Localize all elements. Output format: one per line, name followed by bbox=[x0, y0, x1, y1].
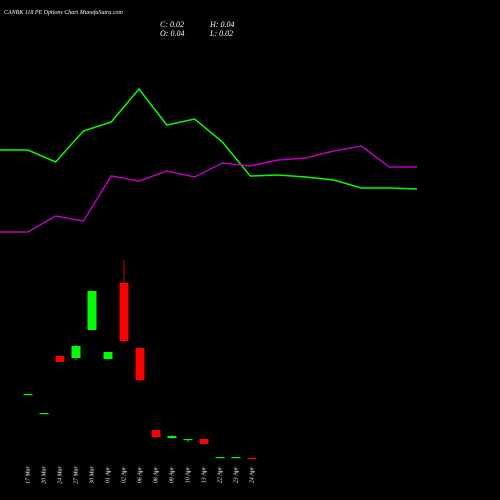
x-tick-label: 02 Apr bbox=[121, 466, 127, 483]
candle-body bbox=[39, 413, 49, 415]
chart-title: CANBK 118 PE Options Chart MunafaSutra.c… bbox=[4, 9, 124, 16]
candle-body bbox=[183, 439, 193, 441]
ohlc-label: C: 0.02 bbox=[160, 20, 184, 29]
x-tick-label: 22 Apr bbox=[217, 466, 223, 483]
candle-body bbox=[23, 394, 33, 396]
x-tick-label: 10 Apr bbox=[185, 466, 191, 483]
x-tick-label: 13 Apr bbox=[201, 466, 207, 483]
ohlc-label: H: 0.04 bbox=[209, 20, 234, 29]
x-tick-label: 27 Mar bbox=[73, 465, 79, 483]
x-tick-label: 08 Apr bbox=[153, 466, 159, 483]
candle-body bbox=[247, 458, 257, 460]
candle-body bbox=[231, 457, 241, 459]
x-tick-label: 30 Mar bbox=[89, 465, 95, 484]
candle-body bbox=[119, 283, 129, 341]
x-tick-label: 09 Apr bbox=[169, 466, 175, 483]
ohlc-label: L: 0.02 bbox=[209, 29, 233, 38]
candle-body bbox=[199, 439, 209, 444]
x-tick-label: 17 Mar bbox=[25, 465, 31, 483]
x-tick-label: 20 Mar bbox=[41, 465, 47, 483]
candle-body bbox=[151, 430, 161, 437]
indicator-line bbox=[0, 87, 418, 190]
candle-body bbox=[87, 291, 97, 330]
candle-body bbox=[103, 352, 113, 359]
x-tick-label: 24 Apr bbox=[248, 466, 255, 483]
x-tick-label: 23 Apr bbox=[233, 466, 239, 483]
candle-body bbox=[167, 436, 177, 438]
candle-body bbox=[71, 346, 81, 358]
x-tick-label: 06 Apr bbox=[137, 466, 143, 483]
candle-body bbox=[135, 348, 145, 380]
ohlc-label: O: 0.04 bbox=[160, 29, 184, 38]
candle-body bbox=[55, 356, 65, 362]
x-tick-label: 01 Apr bbox=[105, 466, 111, 483]
candle-body bbox=[215, 457, 225, 459]
x-tick-label: 24 Mar bbox=[56, 465, 63, 483]
indicator-line bbox=[0, 145, 417, 233]
